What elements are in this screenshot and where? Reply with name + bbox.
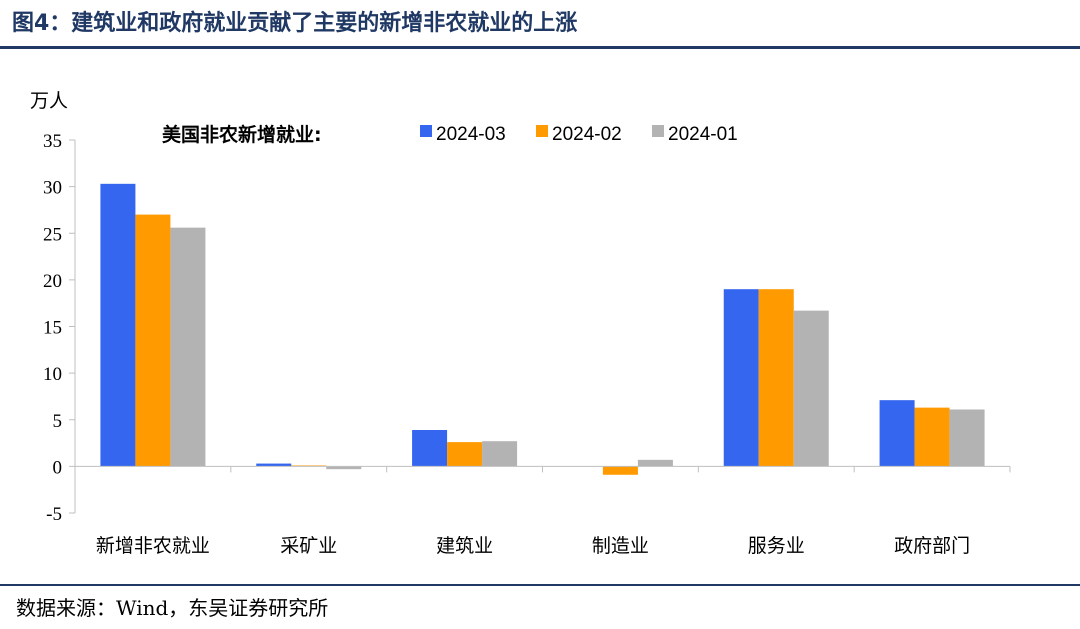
bar-chart: 万人 -5 0 5 10 15 20 25 30 35 新增非农就业 采矿业 建筑业 制造业 服务业 政府…: [30, 90, 1011, 557]
bar: [723, 289, 759, 467]
y-axis-unit-label: 万人: [30, 90, 68, 112]
bar: [482, 441, 518, 467]
legend: 美国非农新增就业: 2024-03 2024-02 2024-01: [162, 123, 738, 146]
bar: [100, 183, 136, 467]
y-tick-label: 25: [43, 224, 62, 245]
y-tick-label: 30: [43, 178, 62, 199]
legend-swatch: [652, 125, 664, 137]
bar: [412, 430, 448, 467]
x-tick-label: 采矿业: [280, 535, 337, 557]
top-divider: [0, 46, 1080, 49]
bars: [100, 183, 985, 475]
legend-swatch: [536, 125, 548, 137]
y-axis: -5 0 5 10 15 20 25 30 35: [43, 131, 76, 525]
legend-label: 2024-02: [552, 124, 622, 145]
bar: [879, 400, 915, 467]
bar: [793, 310, 829, 467]
y-tick-label: 10: [43, 364, 62, 385]
bar: [256, 463, 292, 467]
x-tick-label: 政府部门: [894, 535, 970, 557]
y-tick-label: 5: [53, 411, 63, 432]
bar: [637, 459, 673, 467]
y-tick-label: 0: [53, 457, 63, 478]
bottom-divider: [0, 584, 1080, 586]
y-tick-label: 15: [43, 318, 62, 339]
source-note: 数据来源：Wind，东吴证券研究所: [16, 596, 329, 620]
bar: [758, 289, 794, 467]
y-tick-label: 35: [43, 131, 62, 152]
bar: [447, 442, 483, 467]
legend-label: 2024-01: [668, 124, 738, 145]
bar: [326, 466, 362, 470]
bar: [602, 466, 638, 475]
figure-title: 图4：建筑业和政府就业贡献了主要的新增非农就业的上涨: [12, 11, 578, 36]
x-axis: 新增非农就业 采矿业 建筑业 制造业 服务业 政府部门: [74, 465, 1011, 557]
x-tick-label: 服务业: [748, 535, 805, 557]
y-tick-label: -5: [46, 504, 62, 525]
legend-title: 美国非农新增就业:: [162, 123, 322, 146]
legend-label: 2024-03: [436, 124, 506, 145]
bar: [170, 227, 206, 467]
legend-swatch: [420, 125, 432, 137]
y-tick-label: 20: [43, 271, 62, 292]
bar: [135, 214, 171, 467]
bar: [949, 409, 985, 467]
x-tick-label: 建筑业: [436, 535, 493, 557]
x-tick-label: 新增非农就业: [96, 535, 210, 557]
x-tick-label: 制造业: [592, 535, 649, 557]
bar: [914, 407, 950, 467]
